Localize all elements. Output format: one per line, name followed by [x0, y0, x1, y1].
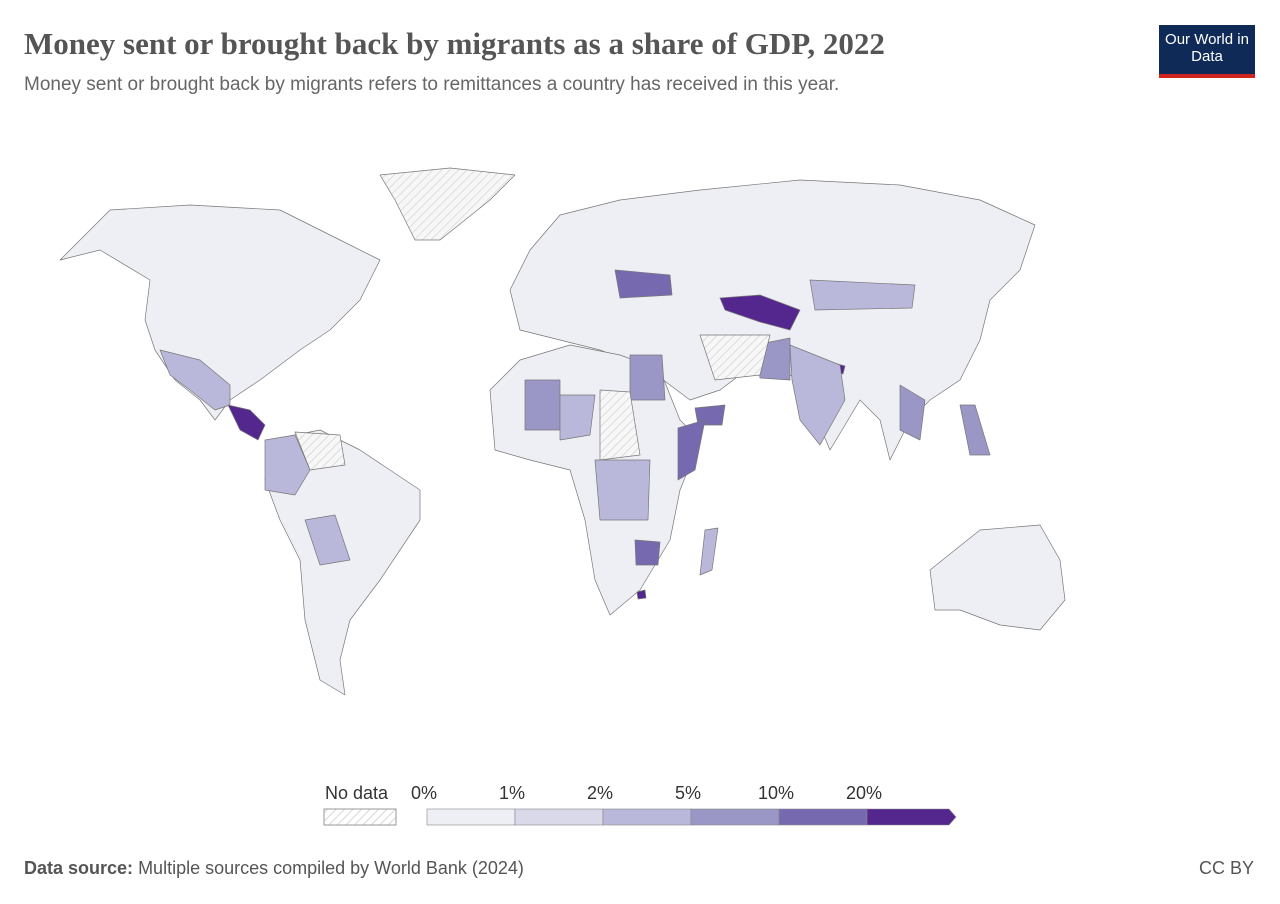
source-label: Data source:: [24, 858, 134, 878]
legend-bin[interactable]: [426, 808, 516, 826]
legend-tick: 0%: [411, 783, 438, 803]
license[interactable]: CC BY: [1198, 858, 1254, 878]
chart-subtitle: Money sent or brought back by migrants r…: [24, 74, 840, 95]
region-sudan[interactable]: [599, 389, 641, 461]
region-philippines[interactable]: [959, 404, 991, 456]
region-somalia[interactable]: [677, 419, 706, 481]
region-south-america[interactable]: [264, 429, 421, 696]
region-venezuela[interactable]: [294, 431, 346, 471]
owid-logo[interactable]: Our World in Data: [1159, 25, 1255, 78]
footer-source: Data source: Multiple sources compiled b…: [24, 858, 524, 879]
legend-bin[interactable]: [514, 808, 604, 826]
logo-text: Our World in Data: [1165, 31, 1249, 65]
region-bolivia-paraguay[interactable]: [304, 514, 351, 566]
legend-bin[interactable]: [778, 808, 868, 826]
legend-bin[interactable]: [602, 808, 692, 826]
world-map: [59, 167, 1066, 696]
region-central-asia[interactable]: [719, 294, 801, 331]
region-mongolia[interactable]: [809, 279, 916, 311]
region-yemen[interactable]: [694, 404, 726, 426]
region-colombia-ecuador[interactable]: [264, 434, 311, 496]
region-west-africa[interactable]: [524, 379, 561, 431]
legend: No data 0% 1% 2% 5% 10% 20%: [0, 780, 1280, 840]
legend-no-data-label: No data: [325, 783, 389, 803]
region-australia[interactable]: [929, 524, 1066, 631]
region-nigeria[interactable]: [559, 394, 596, 441]
source-text[interactable]: Multiple sources compiled by World Bank …: [138, 858, 524, 878]
region-mexico[interactable]: [159, 349, 231, 411]
region-north-america[interactable]: [59, 204, 381, 421]
region-greenland[interactable]: [379, 167, 516, 241]
region-vietnam[interactable]: [899, 384, 926, 441]
region-ukraine[interactable]: [614, 269, 673, 299]
legend-bin[interactable]: [690, 808, 780, 826]
region-egypt[interactable]: [629, 354, 666, 401]
region-india[interactable]: [789, 344, 846, 446]
legend-bar: [323, 808, 957, 826]
region-congo[interactable]: [594, 459, 651, 521]
legend-tick: 10%: [758, 783, 795, 803]
legend-tick: 1%: [499, 783, 526, 803]
legend-bin[interactable]: [866, 808, 957, 826]
region-africa[interactable]: [489, 344, 701, 616]
region-afghanistan-iran[interactable]: [699, 334, 771, 381]
chart-title: Money sent or brought back by migrants a…: [24, 26, 885, 61]
region-central-america[interactable]: [227, 404, 266, 441]
legend-tick: 2%: [587, 783, 614, 803]
legend-tick: 5%: [675, 783, 702, 803]
legend-tick: 20%: [846, 783, 883, 803]
region-zimbabwe[interactable]: [634, 539, 661, 566]
legend-no-data-swatch: [323, 808, 397, 826]
region-madagascar[interactable]: [699, 527, 719, 576]
region-lesotho[interactable]: [636, 589, 647, 600]
